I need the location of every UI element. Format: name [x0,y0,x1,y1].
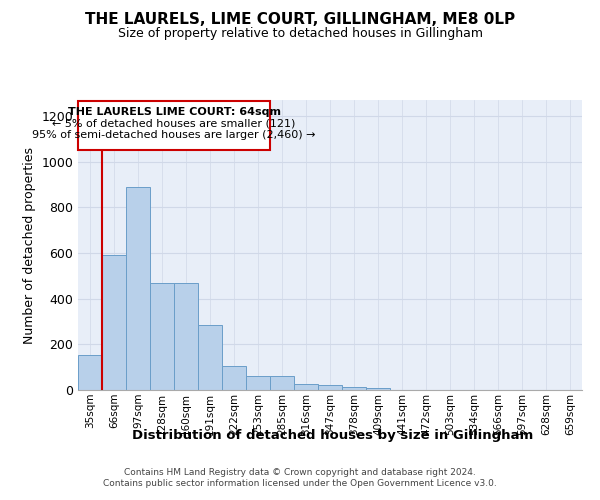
Text: ← 5% of detached houses are smaller (121): ← 5% of detached houses are smaller (121… [52,118,296,128]
Bar [102,256,126,390]
Text: THE LAURELS, LIME COURT, GILLINGHAM, ME8 0LP: THE LAURELS, LIME COURT, GILLINGHAM, ME8… [85,12,515,28]
Bar [198,325,222,390]
Bar [294,384,318,390]
Text: Contains HM Land Registry data © Crown copyright and database right 2024.
Contai: Contains HM Land Registry data © Crown c… [103,468,497,487]
Bar [366,388,390,390]
Bar [78,354,102,390]
Bar [126,187,150,390]
Text: 95% of semi-detached houses are larger (2,460) →: 95% of semi-detached houses are larger (… [32,130,316,140]
Bar [174,282,198,390]
Bar [150,282,174,390]
Bar [318,386,342,390]
Bar [342,386,366,390]
Bar [270,376,294,390]
Bar [222,366,246,390]
Bar [246,376,270,390]
Bar [78,101,270,150]
Y-axis label: Number of detached properties: Number of detached properties [23,146,36,344]
Text: THE LAURELS LIME COURT: 64sqm: THE LAURELS LIME COURT: 64sqm [67,107,281,117]
Text: Distribution of detached houses by size in Gillingham: Distribution of detached houses by size … [133,428,533,442]
Text: Size of property relative to detached houses in Gillingham: Size of property relative to detached ho… [118,28,482,40]
